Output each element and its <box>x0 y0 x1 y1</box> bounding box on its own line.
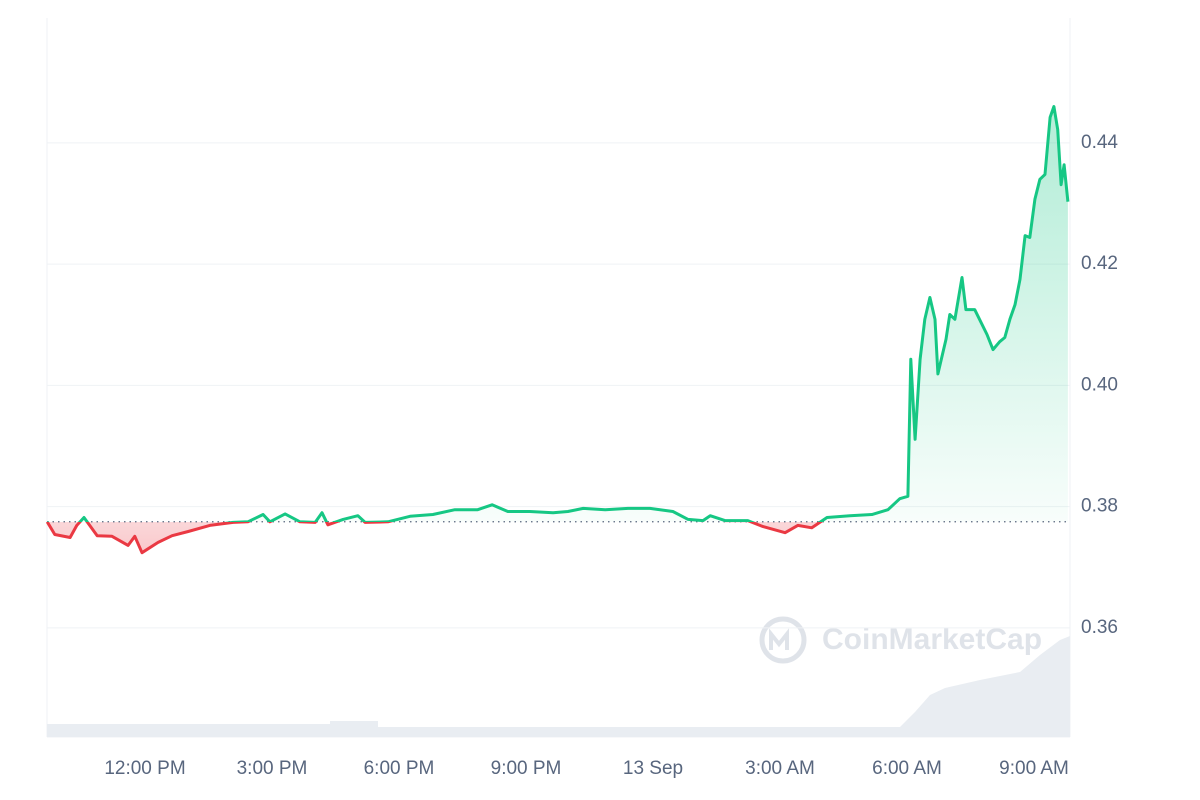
x-tick-label: 9:00 PM <box>491 758 562 779</box>
x-tick-label: 3:00 AM <box>745 758 815 779</box>
x-tick-label: 9:00 AM <box>999 758 1069 779</box>
volume-area <box>47 636 1070 737</box>
x-tick-label: 6:00 AM <box>872 758 942 779</box>
x-tick-label: 3:00 PM <box>237 758 308 779</box>
y-tick-label: 0.40 <box>1081 374 1118 395</box>
x-tick-label: 13 Sep <box>623 758 683 779</box>
y-tick-label: 0.36 <box>1081 617 1118 638</box>
x-tick-label: 6:00 PM <box>364 758 435 779</box>
y-tick-label: 0.44 <box>1081 132 1118 153</box>
y-tick-label: 0.38 <box>1081 496 1118 517</box>
watermark-text: CoinMarketCap <box>822 623 1042 656</box>
watermark: CoinMarketCap <box>759 616 1042 664</box>
x-tick-label: 12:00 PM <box>104 758 185 779</box>
price-line <box>45 105 1070 555</box>
y-tick-label: 0.42 <box>1081 253 1118 274</box>
area <box>47 106 1068 553</box>
